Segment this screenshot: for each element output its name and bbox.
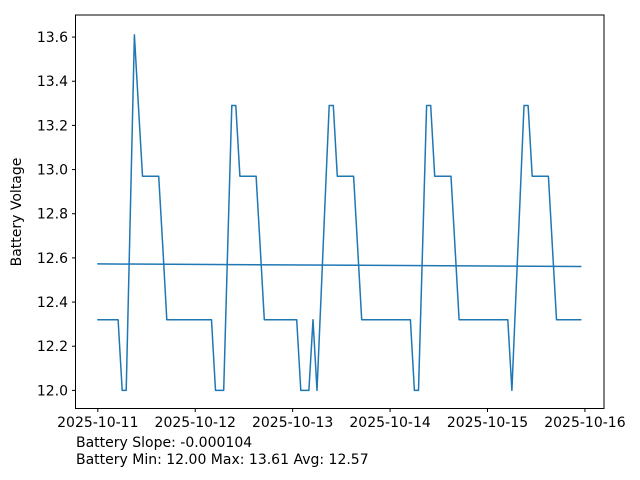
y-axis-label: Battery Voltage (9, 158, 25, 267)
series-trend-line (97, 263, 582, 268)
x-tick-label: 2025-10-14 (349, 415, 430, 431)
plot-area: 2025-10-11 2025-10-12 2025-10-13 2025-10-14… (37, 14, 626, 431)
series-battery-voltage (97, 34, 582, 392)
y-tick-label: 13.0 (37, 163, 68, 179)
y-tick-label: 13.4 (37, 74, 68, 90)
x-tick-label: 2025-10-13 (252, 415, 333, 431)
y-tick-label: 12.6 (37, 251, 68, 267)
stats-slope-text: Battery Slope: -0.000104 (76, 435, 252, 451)
y-tick-label: 12.2 (37, 339, 68, 355)
y-tick-label: 13.2 (37, 118, 68, 134)
x-tick-label: 2025-10-15 (447, 415, 528, 431)
y-tick-label: 12.0 (37, 383, 68, 399)
y-tick-label: 13.6 (37, 30, 68, 46)
y-tick-label: 12.4 (37, 295, 68, 311)
x-tick-label: 2025-10-12 (155, 415, 236, 431)
axes-spines (75, 14, 605, 409)
x-tick-label: 2025-10-11 (57, 415, 138, 431)
x-tick-label: 2025-10-16 (544, 415, 625, 431)
stats-minmax-text: Battery Min: 12.00 Max: 13.61 Avg: 12.57 (76, 452, 369, 468)
y-tick-label: 12.8 (37, 207, 68, 223)
